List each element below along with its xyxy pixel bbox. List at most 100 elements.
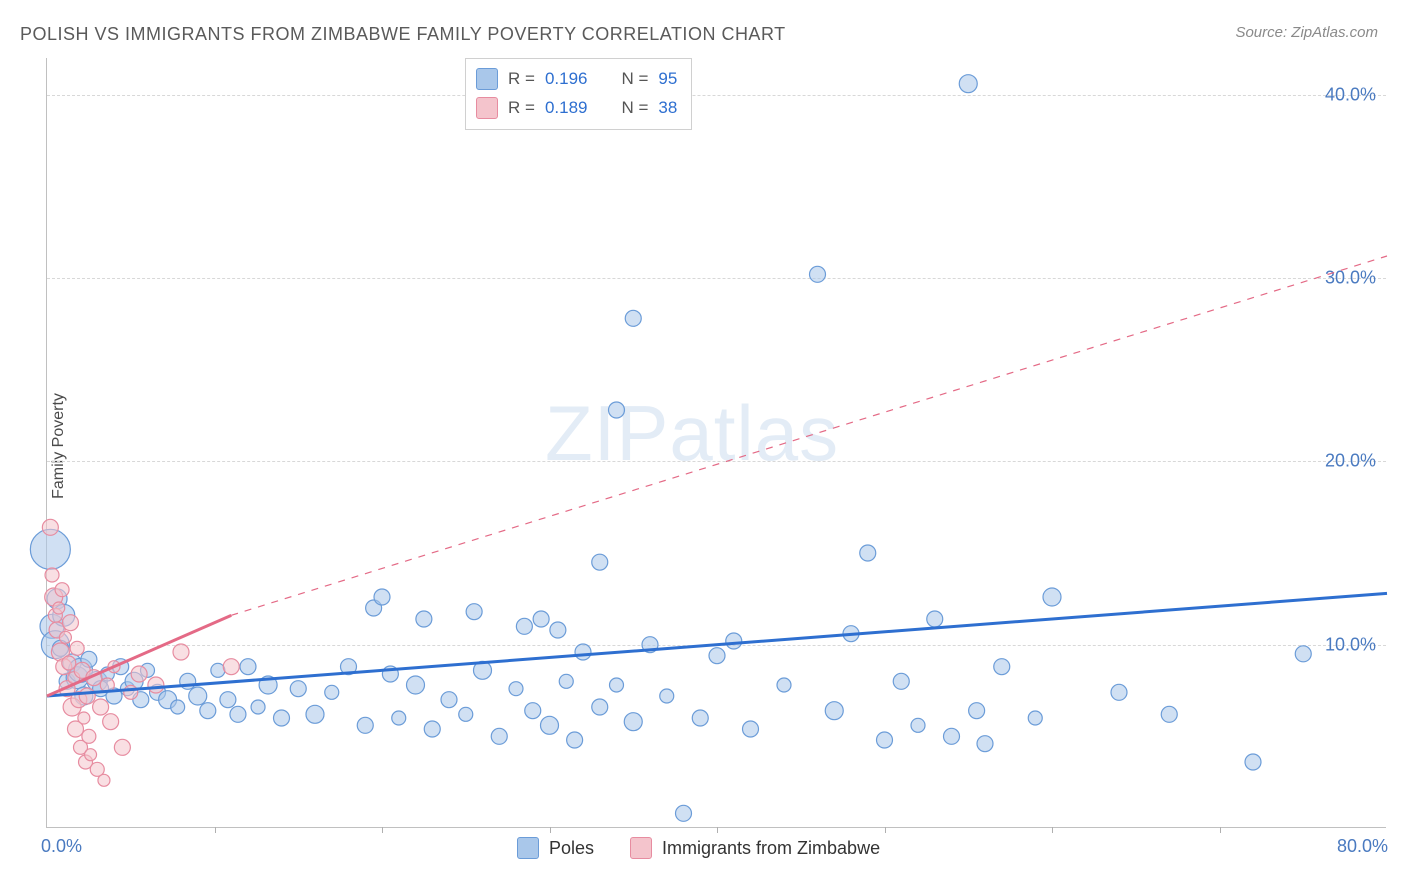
blue-r-value: 0.196 bbox=[545, 65, 588, 94]
scatter-point bbox=[944, 728, 960, 744]
scatter-point bbox=[62, 615, 78, 631]
n-label: N = bbox=[621, 65, 648, 94]
scatter-point bbox=[994, 659, 1010, 675]
scatter-point bbox=[59, 631, 71, 643]
scatter-point bbox=[777, 678, 791, 692]
scatter-point bbox=[240, 659, 256, 675]
scatter-point bbox=[977, 736, 993, 752]
scatter-point bbox=[424, 721, 440, 737]
scatter-point bbox=[223, 659, 239, 675]
scatter-point bbox=[893, 673, 909, 689]
scatter-point bbox=[79, 688, 95, 704]
scatter-point bbox=[98, 774, 110, 786]
scatter-point bbox=[660, 689, 674, 703]
swatch-blue-icon bbox=[517, 837, 539, 859]
scatter-point bbox=[325, 685, 339, 699]
scatter-point bbox=[592, 699, 608, 715]
pink-n-value: 38 bbox=[658, 94, 677, 123]
scatter-point bbox=[392, 711, 406, 725]
scatter-point bbox=[230, 706, 246, 722]
x-end-label: 80.0% bbox=[1337, 836, 1388, 857]
scatter-point bbox=[726, 633, 742, 649]
scatter-point bbox=[692, 710, 708, 726]
trend-line bbox=[47, 593, 1387, 696]
swatch-pink-icon bbox=[630, 837, 652, 859]
scatter-point bbox=[103, 714, 119, 730]
scatter-point bbox=[42, 519, 58, 535]
scatter-point bbox=[459, 707, 473, 721]
scatter-point bbox=[53, 602, 65, 614]
bottom-legend: Poles Immigrants from Zimbabwe bbox=[517, 837, 880, 859]
scatter-point bbox=[407, 676, 425, 694]
scatter-point bbox=[45, 568, 59, 582]
series-pink-name: Immigrants from Zimbabwe bbox=[662, 838, 880, 859]
scatter-point bbox=[860, 545, 876, 561]
scatter-point bbox=[306, 705, 324, 723]
scatter-point bbox=[592, 554, 608, 570]
scatter-point bbox=[85, 749, 97, 761]
scatter-point bbox=[533, 611, 549, 627]
scatter-point bbox=[625, 310, 641, 326]
scatter-point bbox=[78, 712, 90, 724]
swatch-blue-icon bbox=[476, 68, 498, 90]
scatter-point bbox=[743, 721, 759, 737]
r-label: R = bbox=[508, 65, 535, 94]
blue-n-value: 95 bbox=[658, 65, 677, 94]
scatter-point bbox=[374, 589, 390, 605]
scatter-point bbox=[200, 703, 216, 719]
scatter-point bbox=[82, 729, 96, 743]
r-label: R = bbox=[508, 94, 535, 123]
scatter-point bbox=[357, 717, 373, 733]
scatter-point bbox=[877, 732, 893, 748]
scatter-point bbox=[959, 75, 977, 93]
scatter-point bbox=[274, 710, 290, 726]
plot-area: ZIPatlas 10.0%20.0%30.0%40.0% R = 0.196 … bbox=[46, 58, 1386, 828]
scatter-point bbox=[1043, 588, 1061, 606]
source-label: Source: ZipAtlas.com bbox=[1235, 24, 1378, 41]
scatter-point bbox=[516, 618, 532, 634]
scatter-point bbox=[1111, 684, 1127, 700]
scatter-point bbox=[466, 604, 482, 620]
scatter-point bbox=[173, 644, 189, 660]
scatter-point bbox=[55, 583, 69, 597]
scatter-point bbox=[810, 266, 826, 282]
scatter-svg bbox=[47, 58, 1386, 827]
scatter-point bbox=[416, 611, 432, 627]
scatter-point bbox=[491, 728, 507, 744]
scatter-point bbox=[575, 644, 591, 660]
n-label: N = bbox=[621, 94, 648, 123]
pink-r-value: 0.189 bbox=[545, 94, 588, 123]
scatter-point bbox=[969, 703, 985, 719]
scatter-point bbox=[609, 402, 625, 418]
scatter-point bbox=[131, 666, 147, 682]
chart-title: POLISH VS IMMIGRANTS FROM ZIMBABWE FAMIL… bbox=[20, 24, 786, 45]
scatter-point bbox=[624, 713, 642, 731]
scatter-point bbox=[62, 656, 76, 670]
scatter-point bbox=[1161, 706, 1177, 722]
scatter-point bbox=[114, 739, 130, 755]
scatter-point bbox=[290, 681, 306, 697]
scatter-point bbox=[1295, 646, 1311, 662]
swatch-pink-icon bbox=[476, 97, 498, 119]
correlation-legend: R = 0.196 N = 95 R = 0.189 N = 38 bbox=[465, 58, 692, 130]
scatter-point bbox=[1028, 711, 1042, 725]
scatter-point bbox=[189, 687, 207, 705]
scatter-point bbox=[825, 702, 843, 720]
scatter-point bbox=[709, 648, 725, 664]
scatter-point bbox=[220, 692, 236, 708]
scatter-point bbox=[676, 805, 692, 821]
scatter-point bbox=[251, 700, 265, 714]
series-blue-name: Poles bbox=[549, 838, 594, 859]
scatter-point bbox=[1245, 754, 1261, 770]
scatter-point bbox=[541, 716, 559, 734]
scatter-point bbox=[559, 674, 573, 688]
scatter-point bbox=[525, 703, 541, 719]
trend-line bbox=[231, 256, 1387, 615]
scatter-point bbox=[550, 622, 566, 638]
scatter-point bbox=[927, 611, 943, 627]
scatter-point bbox=[441, 692, 457, 708]
legend-row-blue: R = 0.196 N = 95 bbox=[476, 65, 677, 94]
scatter-point bbox=[70, 641, 84, 655]
legend-row-pink: R = 0.189 N = 38 bbox=[476, 94, 677, 123]
scatter-point bbox=[610, 678, 624, 692]
